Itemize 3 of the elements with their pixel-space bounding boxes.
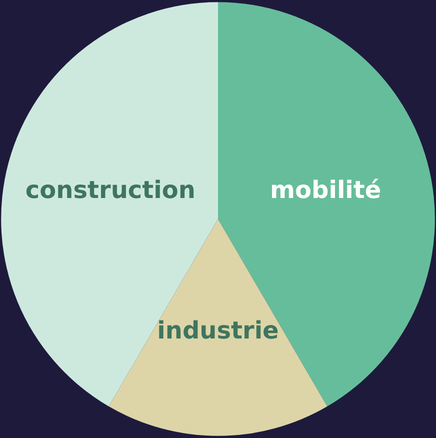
- slice-label: mobilité: [270, 176, 382, 204]
- slice-label: construction: [25, 176, 196, 204]
- slice-label: industrie: [157, 316, 279, 344]
